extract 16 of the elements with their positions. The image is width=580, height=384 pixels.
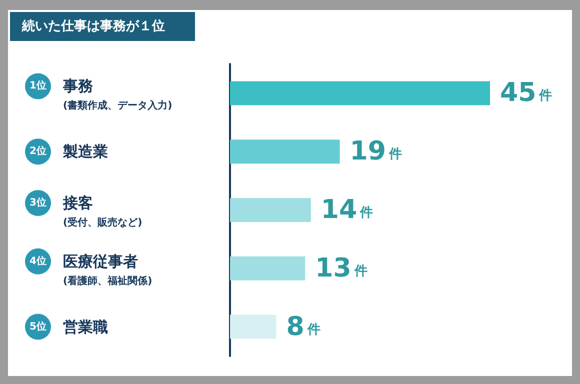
y-tick-label: 接客 (受付、販売など) (62, 194, 142, 228)
text: 5位 (30, 320, 46, 332)
text: 1位 (30, 80, 46, 92)
y-tick-label: 営業職 (63, 318, 108, 336)
text: 3位 (30, 196, 46, 208)
bar (230, 140, 340, 164)
y-tick-label: 医療従事者 (看護師、福祉関係) (63, 252, 152, 287)
bar (230, 81, 490, 106)
bar (230, 256, 306, 280)
y-tick-label: 事務 (書類作成、データ入力) (62, 77, 172, 112)
y-tick-label: 製造業 (62, 142, 108, 161)
text: 4位 (30, 254, 46, 267)
text: 続いた仕事は事務が１位 (21, 19, 165, 34)
bar (230, 198, 311, 222)
text: 2位 (30, 145, 46, 158)
bar (230, 314, 276, 339)
